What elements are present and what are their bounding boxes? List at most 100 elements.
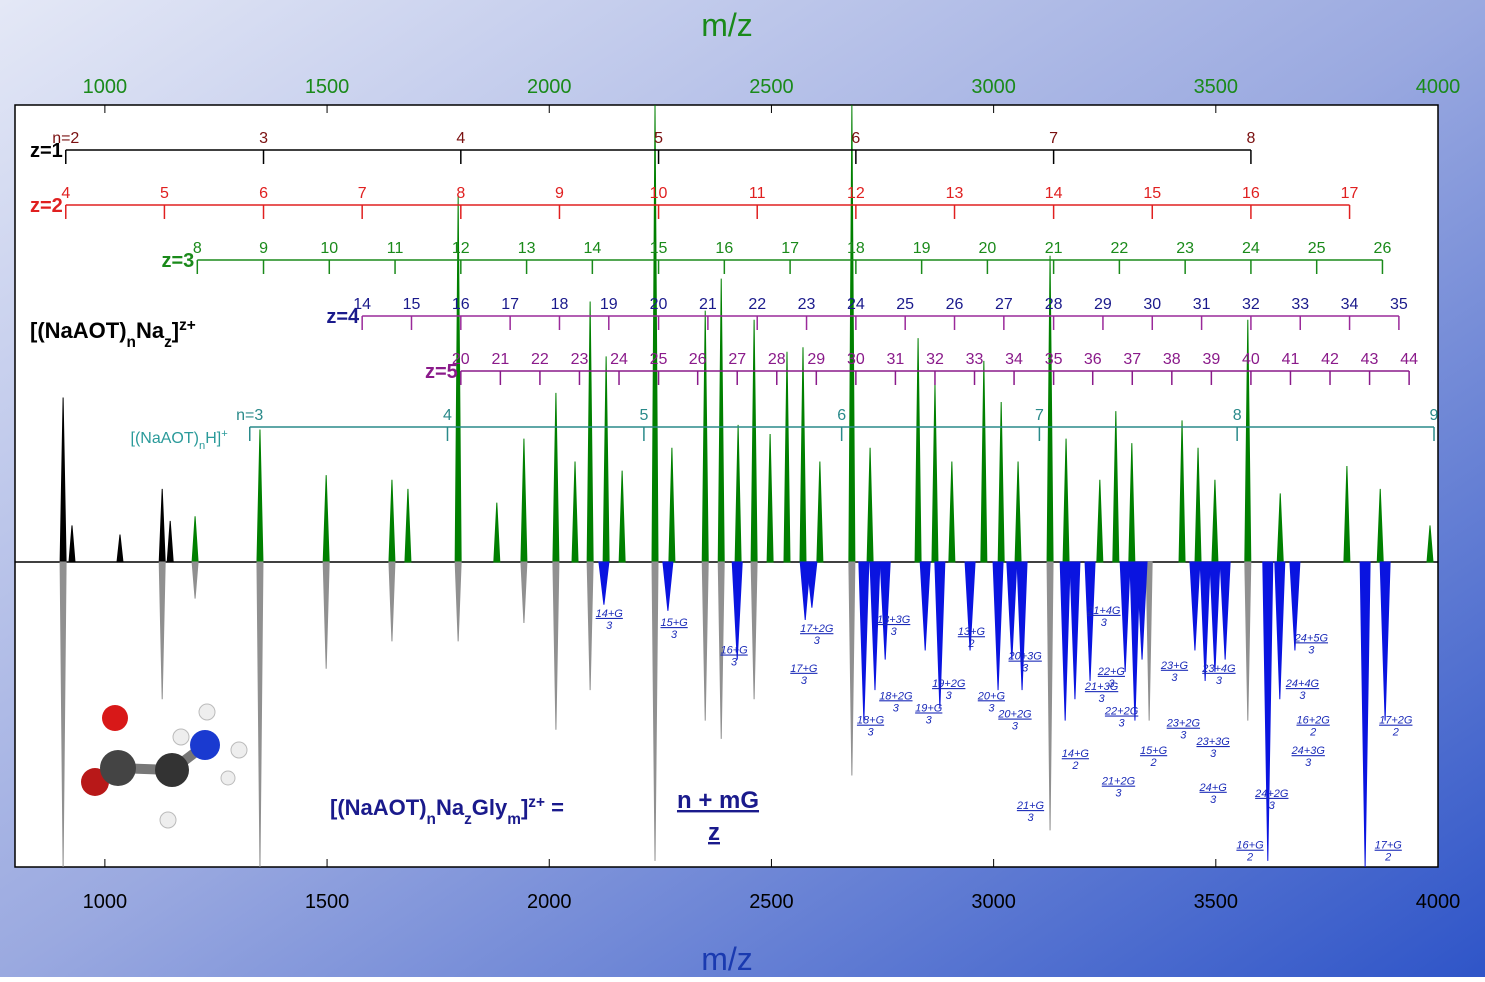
peak [848,561,856,776]
peak [766,434,774,563]
ladder-number: 10 [320,240,338,257]
ladder-number: 8 [193,240,202,257]
annotation-numerator: 15+G [1140,745,1168,757]
ladder-number: 41 [1282,351,1300,368]
ladder-number: 16 [715,240,733,257]
peak [783,351,791,563]
annotation-denominator: 3 [731,657,738,669]
ladder-number: 9 [1430,407,1439,424]
annotation-numerator: 19+G [915,702,943,714]
formula-part: n [199,440,205,452]
ladder-number: 5 [654,130,663,147]
annotation-numerator: 18+3G [877,614,911,626]
ladder-number: 11 [387,240,404,257]
peak [116,534,124,563]
glycine-molecule [81,703,248,829]
annotation-denominator: 3 [1099,693,1106,705]
peak [571,461,579,563]
formula-part: H] [205,430,221,447]
annotation-numerator: 18+2G [879,690,913,702]
annotation-numerator: 21+3G [1084,681,1119,693]
ladder-number: 43 [1361,351,1379,368]
ladder-number: 8 [1233,407,1242,424]
annotation-denominator: 2 [1071,760,1078,772]
ladder-number: 4 [61,185,70,202]
peak [68,525,76,563]
peak [799,561,811,620]
peak [1178,420,1186,563]
annotation-denominator: 3 [1022,663,1029,675]
annotation-numerator: 17+2G [1379,715,1413,727]
ladder-number: 31 [887,351,905,368]
formula-part: [(NaAOT) [30,318,127,343]
peak [493,502,501,563]
ladder-number: 22 [1110,240,1128,257]
ladder-number: 24 [1242,240,1260,257]
ladder-number: 26 [689,351,707,368]
peak [59,561,67,868]
peak [651,561,659,861]
ladder-number: 25 [896,296,914,313]
annotation-numerator: 18+G [857,715,885,727]
annotation-denominator: 3 [1180,730,1187,742]
annotation-numerator: 23+2G [1166,718,1201,730]
annotation-numerator: 23+G [1160,660,1189,672]
ladder-label: z=5 [425,361,458,383]
annotation-numerator: 24+G [1199,782,1228,794]
peak [1189,561,1201,651]
peak [1069,561,1081,700]
peak [992,561,1004,691]
ladder-number: 39 [1202,351,1220,368]
annotation-denominator: 3 [1216,675,1223,687]
annotation-numerator: 16+2G [1296,715,1330,727]
ladder-number: 32 [1242,296,1260,313]
peak [256,561,264,868]
peak [1262,561,1274,861]
peak [1016,561,1028,691]
ladder-number: 14 [1045,185,1063,202]
x-tick-label: 1000 [83,891,128,913]
peak [816,461,824,563]
annotation-denominator: 3 [1171,672,1178,684]
formula-part: = [545,795,564,820]
peak [934,561,946,709]
annotation-denominator: 2 [1392,727,1399,739]
annotation-numerator: 24+4G [1285,678,1320,690]
formula-part: [(NaAOT) [131,430,199,447]
peak [914,338,922,563]
annotation-numerator: 22+2G [1104,706,1139,718]
annotation-numerator: 24+5G [1294,632,1329,644]
annotation-denominator: 2 [967,638,974,650]
ladder-number: 9 [555,185,564,202]
ladder-number: 17 [501,296,519,313]
annotation-numerator: 22+G [1097,666,1126,678]
x-axis-title: m/z [701,7,753,43]
x-tick-label: 2500 [749,76,794,98]
x-tick-label: 3500 [1194,76,1239,98]
annotation-denominator: 3 [814,635,821,647]
ladder-number: 6 [259,185,268,202]
ladder-number: 34 [1341,296,1359,313]
annotation-denominator: 3 [606,620,613,632]
annotation-numerator: 19+2G [932,678,966,690]
annotation-denominator: 3 [988,702,995,714]
x-tick-label: 1500 [305,891,350,913]
ladder-number: 30 [1143,296,1161,313]
peak [1084,561,1096,681]
peak [1059,561,1071,721]
peak [1136,561,1148,660]
x-tick-label: 3000 [971,76,1016,98]
ladder-label: z=4 [326,306,360,328]
ladder-number: 28 [768,351,786,368]
ladder-number: 29 [1094,296,1112,313]
ladder-number: 14 [583,240,601,257]
ladder-number: 7 [358,185,367,202]
annotation-denominator: 3 [1305,757,1312,769]
annotation-denominator: 3 [1101,617,1108,629]
ladder-number: 27 [728,351,746,368]
peak [1244,561,1252,721]
peak [1359,561,1371,868]
peak [598,561,610,605]
ladder-number: 35 [1390,296,1408,313]
